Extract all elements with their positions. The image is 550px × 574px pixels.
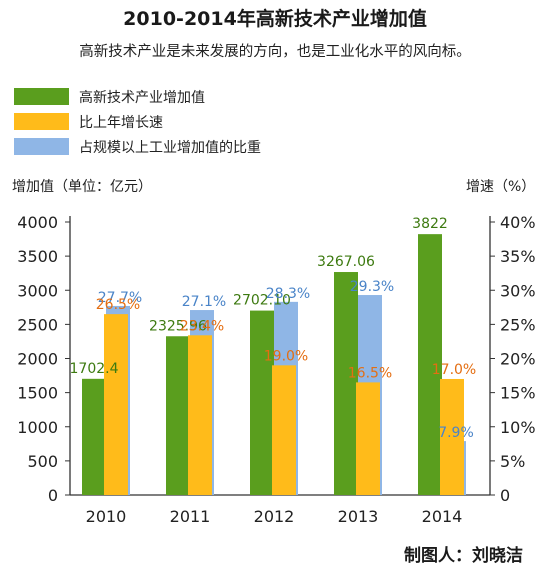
legend-label-growth: 比上年增长速 [79,114,163,131]
bar-value [166,336,190,495]
bar-growth [356,382,380,495]
bar-value [418,234,442,495]
data-label-share: 7.9% [438,425,474,441]
right-axis-title: 增速（%） [466,179,536,195]
left-tick-label: 3000 [17,281,58,300]
legend-label-value: 高新技术产业增加值 [79,89,205,106]
left-tick-label: 3500 [17,247,58,266]
left-tick-label: 2000 [17,350,58,369]
right-tick-label: 40% [500,213,536,232]
right-tick-label: 30% [500,281,536,300]
right-tick-label: 10% [500,418,536,437]
bar-value [334,272,358,495]
right-tick-label: 5% [500,452,525,471]
right-tick-label: 35% [500,247,536,266]
left-tick-label: 1000 [17,418,58,437]
data-label-share: 27.7% [98,290,142,306]
data-label-growth: 23.4% [180,318,224,334]
x-tick-label: 2013 [338,507,379,526]
data-label-value: 2702.10 [233,293,291,309]
data-label-growth: 26.5% [96,297,140,313]
data-label-share: 29.3% [350,279,394,295]
legend-item-value: 高新技术产业增加值 [14,84,261,109]
left-axis-title: 增加值（单位：亿元） [12,179,152,195]
legend: 高新技术产业增加值 比上年增长速 占规模以上工业增加值的比重 [14,84,261,159]
bar-value [250,310,274,495]
left-tick-label: 500 [27,452,58,471]
x-tick-label: 2012 [254,507,295,526]
right-tick-label: 25% [500,315,536,334]
bar-growth [104,314,128,495]
data-label-share: 28.3% [266,286,310,302]
data-label-value: 3822 [412,216,448,232]
bar-value [82,378,106,495]
data-label-value: 2325.96 [149,318,207,334]
legend-swatch-green [14,88,69,105]
legend-label-share: 占规模以上工业增加值的比重 [79,139,261,156]
chart-subtitle: 高新技术产业是未来发展的方向，也是工业化水平的风向标。 [79,44,471,60]
data-label-growth: 17.0% [432,362,476,378]
right-tick-label: 20% [500,350,536,369]
data-label-growth: 16.5% [348,365,392,381]
bar-growth [440,378,464,495]
legend-swatch-blue [14,138,69,155]
legend-swatch-orange [14,113,69,130]
x-tick-label: 2011 [170,507,211,526]
left-tick-label: 1500 [17,384,58,403]
data-label-value: 3267.06 [317,254,375,270]
data-label-growth: 19.0% [264,348,308,364]
chart-title: 2010-2014年高新技术产业增加值 [123,8,427,30]
bar-growth [272,365,296,495]
data-label-share: 27.1% [182,294,226,310]
left-tick-label: 4000 [17,213,58,232]
legend-item-growth: 比上年增长速 [14,109,261,134]
right-tick-label: 15% [500,384,536,403]
x-tick-label: 2014 [422,507,463,526]
x-tick-label: 2010 [86,507,127,526]
left-tick-label: 0 [48,486,58,505]
data-label-value: 1702.4 [70,361,119,377]
legend-item-share: 占规模以上工业增加值的比重 [14,134,261,159]
right-tick-label: 0 [500,486,510,505]
bar-growth [188,335,212,495]
credit-text: 制图人：刘晓洁 [404,546,523,566]
left-tick-label: 2500 [17,315,58,334]
